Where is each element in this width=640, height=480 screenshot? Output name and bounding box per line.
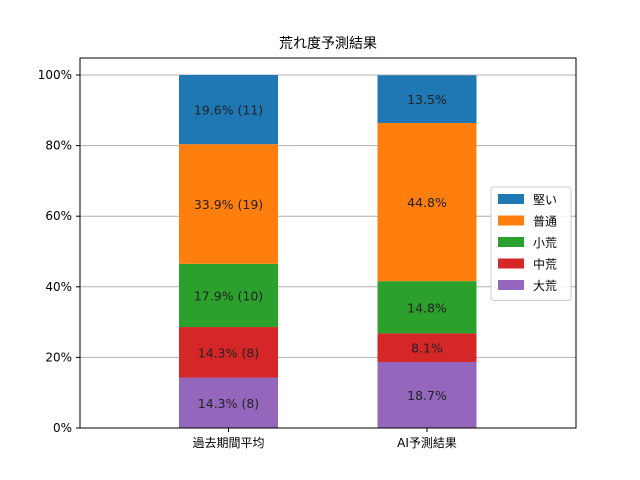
legend-swatch [498,215,524,226]
legend-label: 中荒 [533,257,557,272]
data-label: 13.5% [407,92,447,107]
y-tick-label: 60% [45,209,72,223]
bar-segment [179,144,278,264]
legend-swatch [498,237,524,247]
data-label: 14.8% [407,300,447,315]
legend-swatch [498,280,524,290]
y-tick-label: 40% [45,280,72,294]
bar-segment [179,327,278,378]
x-axis: 過去期間平均 AI予測結果 [192,428,457,450]
data-label: 18.7% [407,388,447,403]
legend-label: 大荒 [533,279,557,293]
plot-frame [79,57,577,429]
bar-labels: 14.3% (8) 14.3% (8) 17.9% (10) 33.9% (19) 19… [194,92,447,411]
legend-box [490,186,572,301]
bar-segment [377,123,477,282]
bar-segment [377,361,477,428]
legend-label: 堅い [533,193,557,207]
chart-title: 荒れ度予測結果 [279,36,377,52]
y-tick-label: 80% [45,139,72,153]
data-label: 19.6% (11) [194,103,263,118]
legend-swatch [498,194,524,204]
bar-segment [179,377,278,428]
y-tick-label: 0% [53,421,72,435]
legend-label: 普通 [533,215,557,229]
y-tick-label: 20% [45,350,72,364]
x-tick-label: AI予測結果 [397,436,457,450]
bars [179,75,477,428]
x-tick-label: 過去期間平均 [192,436,264,450]
legend-swatch [498,258,524,269]
data-label: 17.9% (10) [194,288,263,303]
data-label: 14.3% (8) [198,345,259,360]
y-axis: 0% 20% 40% 60% 80% 100% [38,68,80,435]
bar-segment [179,75,278,145]
bar-segment [377,333,477,362]
data-label: 33.9% (19) [194,197,263,212]
bar-segment [377,281,477,334]
bar-segment [377,75,477,124]
data-label: 14.3% (8) [198,396,259,411]
bar-segment [179,263,278,328]
y-tick-label: 100% [38,68,72,82]
legend-label: 小荒 [533,236,557,250]
data-label: 8.1% [411,341,443,356]
data-label: 44.8% [407,195,447,210]
